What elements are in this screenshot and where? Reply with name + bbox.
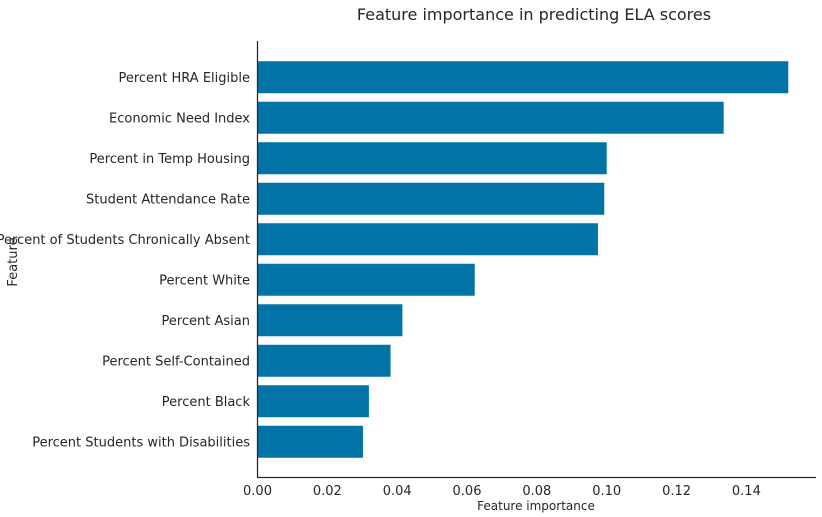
bar-0 — [257, 61, 789, 94]
x-tick-label-7: 0.14 — [732, 484, 761, 499]
x-tick-label-5: 0.10 — [592, 484, 621, 499]
x-tick-label-1: 0.02 — [313, 484, 342, 499]
bar-9 — [257, 425, 363, 458]
category-label-4: Percent of Students Chronically Absent — [0, 233, 250, 248]
x-tick-label-2: 0.04 — [383, 484, 412, 499]
x-tick-label-6: 0.12 — [662, 484, 691, 499]
bar-3 — [257, 182, 605, 215]
x-tick-label-4: 0.08 — [522, 484, 551, 499]
bar-8 — [257, 385, 369, 418]
category-label-5: Percent White — [159, 273, 250, 288]
bar-6 — [257, 304, 403, 337]
y-axis-title: Feature — [6, 237, 21, 286]
category-label-8: Percent Black — [162, 395, 251, 410]
category-labels: Percent HRA Eligible Economic Need Index P… — [0, 71, 250, 451]
category-label-6: Percent Asian — [161, 314, 250, 329]
x-axis-title: Feature importance — [477, 499, 595, 513]
category-label-9: Percent Students with Disabilities — [32, 435, 250, 450]
bar-4 — [257, 223, 598, 256]
category-label-7: Percent Self-Contained — [102, 354, 250, 369]
x-tick-label-0: 0.00 — [243, 484, 272, 499]
x-ticks: 0.00 0.02 0.04 0.06 0.08 0.10 0.12 0.14 — [243, 484, 761, 499]
bar-5 — [257, 263, 475, 296]
bar-2 — [257, 142, 607, 175]
bar-1 — [257, 101, 724, 134]
category-label-0: Percent HRA Eligible — [118, 71, 250, 86]
x-tick-label-3: 0.06 — [453, 484, 482, 499]
category-label-1: Economic Need Index — [109, 111, 250, 126]
bar-7 — [257, 344, 391, 377]
category-label-3: Student Attendance Rate — [86, 192, 250, 207]
chart-title: Feature importance in predicting ELA sco… — [357, 5, 711, 24]
category-label-2: Percent in Temp Housing — [89, 152, 250, 167]
bars-group — [257, 61, 789, 458]
